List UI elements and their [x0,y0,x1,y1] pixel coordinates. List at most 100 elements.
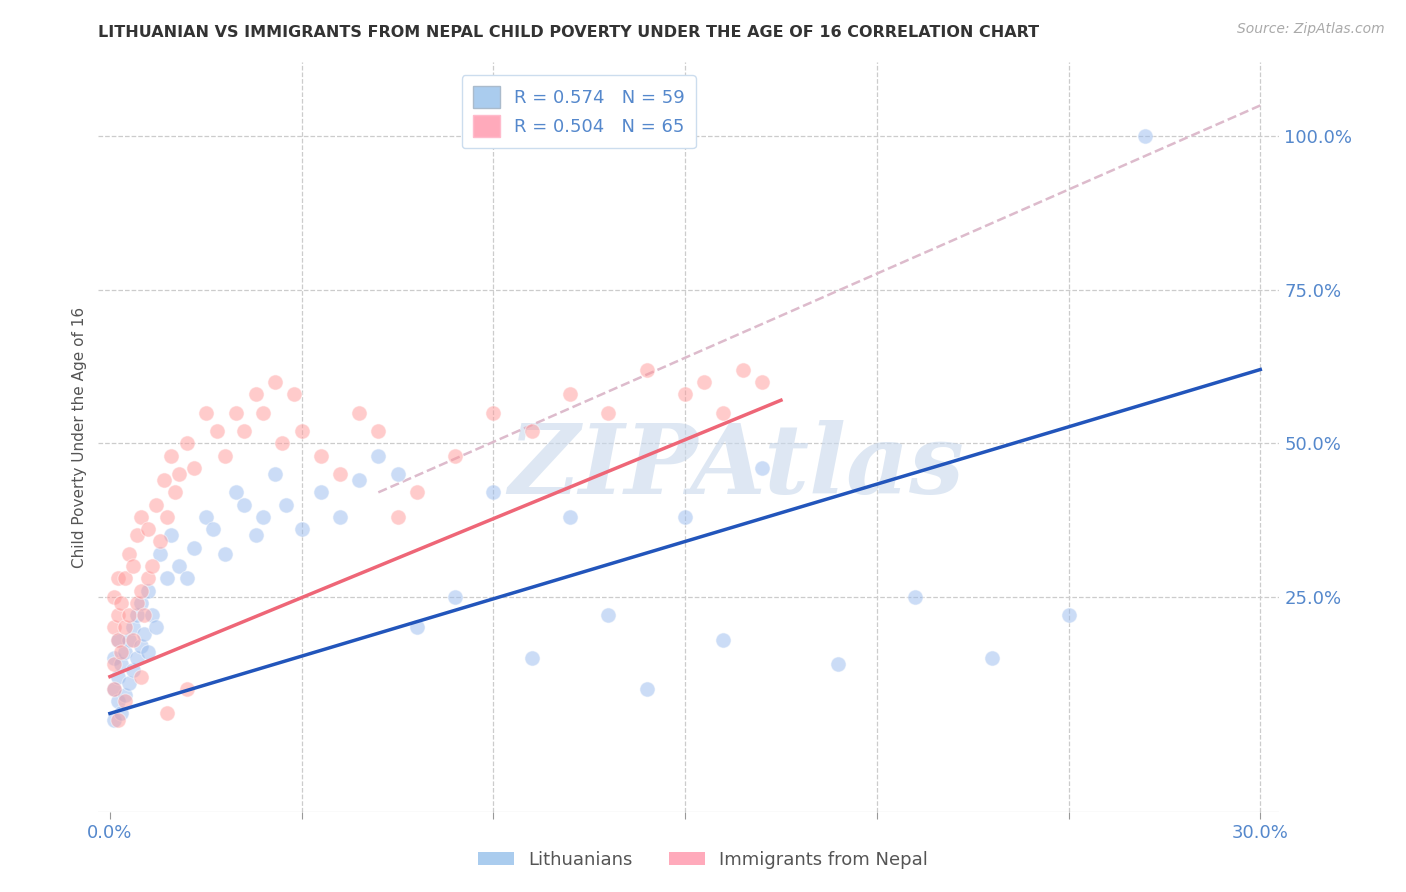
Point [367,449,389,463]
Point [118,632,141,647]
Point [731,362,754,376]
Point [129,639,152,653]
Point [214,449,236,463]
Point [129,583,152,598]
Point [156,706,179,721]
Point [122,620,145,634]
Point [103,590,125,604]
Point [194,405,217,419]
Text: ZIPAtlas: ZIPAtlas [508,420,965,514]
Point [444,590,467,604]
Point [387,467,409,481]
Point [156,510,179,524]
Point [114,694,136,708]
Point [152,473,174,487]
Point [207,424,229,438]
Point [149,547,172,561]
Point [134,608,156,623]
Point [482,405,505,419]
Point [520,424,543,438]
Point [405,485,427,500]
Point [276,498,298,512]
Point [125,528,148,542]
Point [202,522,225,536]
Point [245,528,267,542]
Point [107,632,129,647]
Point [194,510,217,524]
Text: Source: ZipAtlas.com: Source: ZipAtlas.com [1237,22,1385,37]
Point [387,510,409,524]
Point [122,632,145,647]
Point [225,405,247,419]
Point [160,449,183,463]
Point [233,424,256,438]
Point [713,405,735,419]
Point [145,498,167,512]
Point [291,424,314,438]
Point [263,467,285,481]
Point [103,651,125,665]
Point [482,485,505,500]
Point [329,467,352,481]
Point [165,485,187,500]
Point [347,405,370,419]
Point [1057,608,1080,623]
Point [110,657,132,672]
Point [103,620,125,634]
Point [252,405,274,419]
Point [107,608,129,623]
Point [136,571,159,585]
Point [136,522,159,536]
Legend: R = 0.574   N = 59, R = 0.504   N = 65: R = 0.574 N = 59, R = 0.504 N = 65 [461,75,696,148]
Point [673,387,696,401]
Point [160,528,183,542]
Point [693,375,716,389]
Point [598,608,620,623]
Legend: Lithuanians, Immigrants from Nepal: Lithuanians, Immigrants from Nepal [471,844,935,876]
Point [245,387,267,401]
Point [134,626,156,640]
Point [136,645,159,659]
Point [233,498,256,512]
Point [122,664,145,678]
Point [176,571,198,585]
Point [329,510,352,524]
Point [751,460,773,475]
Point [118,547,141,561]
Point [114,645,136,659]
Point [110,596,132,610]
Point [114,571,136,585]
Point [110,706,132,721]
Y-axis label: Child Poverty Under the Age of 16: Child Poverty Under the Age of 16 [72,307,87,567]
Point [110,645,132,659]
Point [214,547,236,561]
Point [114,620,136,634]
Point [114,688,136,702]
Point [598,405,620,419]
Point [125,596,148,610]
Point [141,608,163,623]
Point [636,681,658,696]
Point [141,559,163,574]
Point [405,620,427,634]
Point [558,387,581,401]
Point [107,571,129,585]
Point [558,510,581,524]
Point [136,583,159,598]
Point [145,620,167,634]
Point [122,559,145,574]
Point [827,657,849,672]
Point [367,424,389,438]
Point [347,473,370,487]
Point [176,436,198,450]
Point [309,449,332,463]
Point [149,534,172,549]
Point [103,657,125,672]
Point [129,596,152,610]
Point [713,632,735,647]
Point [263,375,285,389]
Point [167,559,190,574]
Point [252,510,274,524]
Point [309,485,332,500]
Point [183,541,205,555]
